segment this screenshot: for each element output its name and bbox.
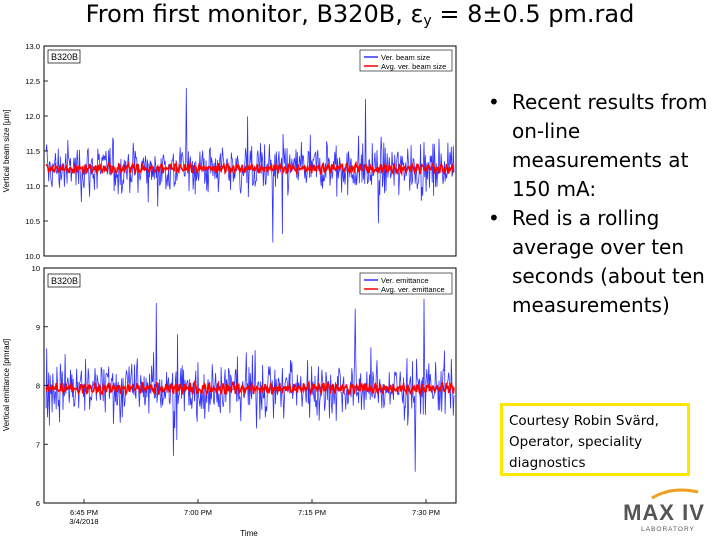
x-tick-label: 7:00 PM <box>184 508 212 517</box>
emittance-y-tick-label: 9 <box>36 323 40 332</box>
x-tick-label: 6:45 PM <box>70 508 98 517</box>
emittance-y-label: Vertical emittance [pmrad] <box>2 339 11 431</box>
emittance-y-ticks: 6 7 8 9 10 <box>32 264 48 508</box>
emittance-panel-label-box <box>47 273 81 288</box>
x-tick-sublabel: 3/4/2018 <box>69 517 98 526</box>
title-prefix: From first monitor, B320B, ε <box>85 0 424 28</box>
beam-size-y-tick-label: 12.5 <box>25 77 40 86</box>
beam-size-y-tick-label: 10.5 <box>25 217 40 226</box>
beam-size-panel-label: B320B <box>51 52 78 62</box>
logo-swoosh <box>651 488 699 500</box>
beam-size-y-tick-label: 13.0 <box>25 42 40 51</box>
beam-size-y-tick-label: 10.0 <box>25 252 40 261</box>
x-tick-label: 7:30 PM <box>412 508 440 517</box>
bullet-item: Red is a rolling average over ten second… <box>480 204 716 320</box>
beam-size-y-ticks: 10.0 10.5 11.0 11.5 12.0 12.5 13.0 <box>25 42 48 261</box>
emittance-y-tick-label: 10 <box>32 264 40 273</box>
emittance-traces <box>45 298 455 472</box>
beam-size-series-avg-line <box>45 160 455 177</box>
emittance-chart: 6 7 8 9 10 6:45 PM3/4/2018 7:00 PM 7:15 PM 7:30… <box>2 264 457 538</box>
x-tick-label: 7:15 PM <box>298 508 326 517</box>
emittance-panel-label: B320B <box>51 276 78 286</box>
beam-size-traces <box>45 87 455 243</box>
beam-size-y-tick-label: 12.0 <box>25 112 40 121</box>
beam-size-series-raw-line <box>45 87 455 243</box>
beam-size-y-tick-label: 11.0 <box>26 182 40 191</box>
emittance-x-ticks: 6:45 PM3/4/2018 7:00 PM 7:15 PM 7:30 PM <box>69 499 440 526</box>
bullet-item: Recent results from on-line measurements… <box>480 88 716 204</box>
beam-size-panel-label-box <box>47 49 81 64</box>
beam-size-chart: 10.0 10.5 11.0 11.5 12.0 12.5 13.0 B320B Ver. … <box>2 42 457 261</box>
logo-text: MAX IV <box>623 500 705 525</box>
beam-size-y-label: Vertical beam size [µm] <box>2 110 11 193</box>
emittance-series-avg-line <box>45 379 455 398</box>
bullet-list: Recent results from on-line measurements… <box>480 88 716 320</box>
slide-title: From first monitor, B320B, εy = 8±0.5 pm… <box>0 0 720 35</box>
beam-size-legend-avg: Avg. ver. beam size <box>381 62 446 71</box>
beam-size-legend-raw: Ver. beam size <box>381 53 430 62</box>
beam-size-legend <box>359 49 453 72</box>
title-suffix: = 8±0.5 pm.rad <box>431 0 635 28</box>
emittance-y-tick-label: 8 <box>36 382 40 391</box>
logo-subtext: LABORATORY <box>641 526 695 533</box>
maxiv-logo: MAX IV LABORATORY <box>623 488 705 533</box>
emittance-y-tick-label: 7 <box>36 440 40 449</box>
beam-size-y-tick-label: 11.5 <box>26 147 40 156</box>
emittance-y-tick-label: 6 <box>36 499 40 508</box>
emittance-x-label: Time <box>240 529 258 538</box>
emittance-legend-avg: Avg. ver. emittance <box>381 285 445 294</box>
emittance-legend <box>359 272 453 295</box>
title-subscript: y <box>423 13 432 29</box>
emittance-legend-raw: Ver. emittance <box>381 276 429 285</box>
courtesy-note: Courtesy Robin Svärd, Operator, speciali… <box>500 403 690 476</box>
